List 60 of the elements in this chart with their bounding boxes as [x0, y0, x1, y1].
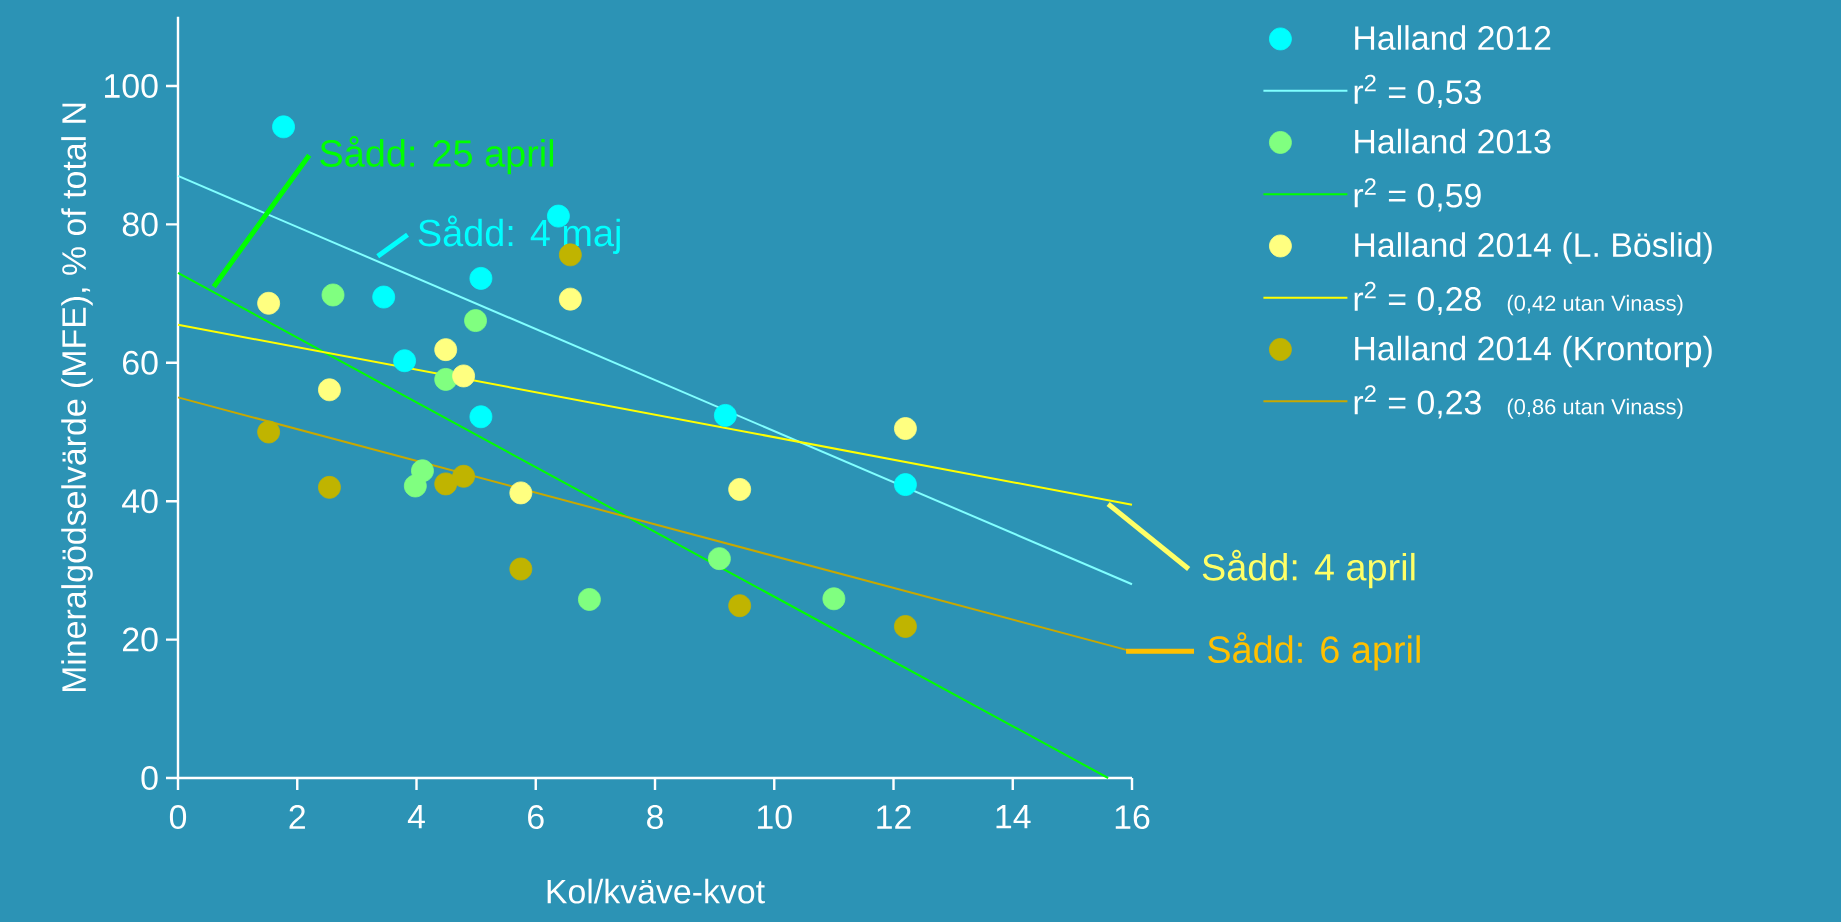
point	[713, 403, 737, 427]
text: (0,42 utan Vinass)	[1507, 294, 1683, 316]
legend-label: r$^{2}$ = 0,53	[1354, 74, 1481, 109]
y-tick-label: 60	[123, 350, 158, 375]
point	[434, 368, 458, 391]
point	[434, 338, 458, 362]
point	[822, 587, 846, 611]
point	[452, 364, 476, 388]
point	[372, 285, 396, 309]
x-tick-label: 6	[528, 805, 544, 830]
annotation: Sådd: 4 maj	[418, 215, 620, 254]
legend-label: Halland 2012	[1355, 25, 1551, 51]
x-tick-label: 8	[647, 805, 663, 830]
point	[257, 291, 281, 315]
y-tick-label: 0	[141, 766, 158, 790]
y-tick-label: 100	[105, 74, 158, 98]
x-tick-label: 0	[169, 805, 187, 830]
text: (0,86 utan Vinass)	[1507, 398, 1683, 419]
point	[452, 464, 476, 488]
point	[272, 115, 295, 139]
point	[894, 417, 917, 440]
point	[434, 472, 458, 496]
point	[464, 309, 487, 332]
point	[509, 557, 533, 581]
point	[894, 473, 917, 496]
point	[403, 474, 427, 498]
point	[318, 378, 341, 402]
point	[558, 287, 582, 311]
x-tick-label: 14	[996, 805, 1031, 829]
legend-label: r$^{2}$ = 0,23	[1354, 385, 1481, 419]
point	[257, 420, 281, 444]
annotation: Sådd: 6 april	[1208, 632, 1420, 671]
point	[393, 349, 416, 373]
point	[469, 405, 493, 429]
x-tick-label: 12	[877, 805, 911, 829]
legend-label: r$^{2}$ = 0,28	[1354, 281, 1481, 316]
x-tick-label: 2	[289, 805, 305, 829]
legend-label: Halland 2013	[1355, 128, 1551, 154]
point	[708, 547, 731, 571]
point	[578, 588, 601, 611]
point	[728, 478, 752, 501]
y-tick-label: 80	[122, 212, 158, 237]
annotation: Sådd: 4 april	[1202, 549, 1415, 589]
legend-label: r$^{2}$ = 0,59	[1354, 178, 1481, 212]
y-axis-title: Mineralgödselvärde (MFE), % of total N	[61, 103, 93, 692]
y-tick-label: 20	[123, 627, 158, 652]
x-tick-label: 16	[1115, 805, 1150, 830]
annotation: Sådd: 25 april	[320, 136, 554, 175]
x-axis-title: Kol/kväve-kvot	[547, 878, 765, 904]
point	[321, 283, 345, 307]
point	[509, 481, 533, 505]
point	[469, 266, 493, 290]
y-tick-label: 40	[122, 489, 158, 514]
x-tick-label: 10	[758, 805, 792, 830]
legend-label: Halland 2014 (L. Böslid)	[1355, 232, 1712, 264]
point	[318, 475, 341, 499]
point	[728, 594, 752, 618]
x-tick-label: 4	[407, 805, 425, 829]
legend-label: Halland 2014 (Krontorp)	[1355, 335, 1712, 368]
point	[894, 615, 917, 638]
